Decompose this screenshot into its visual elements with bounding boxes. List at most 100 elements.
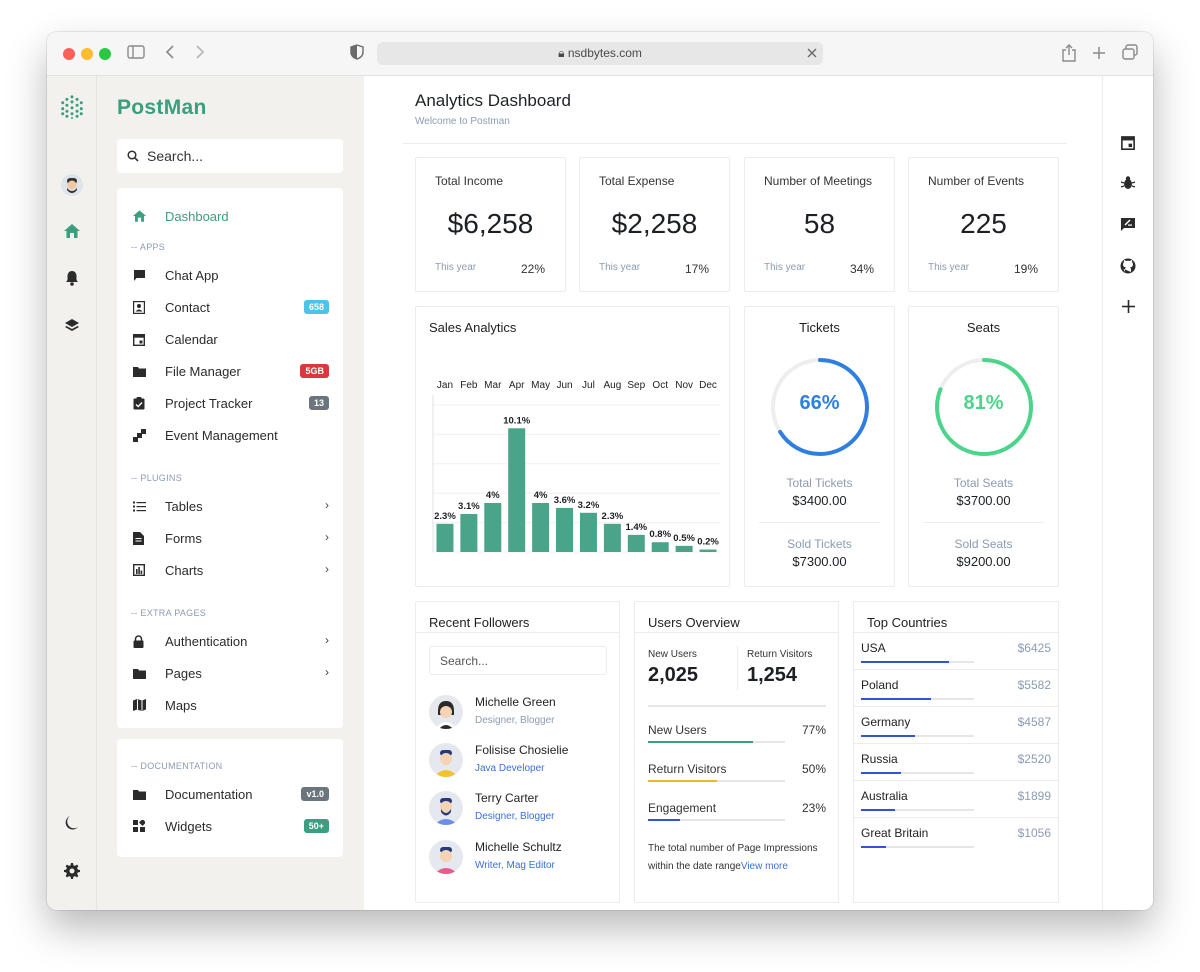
stat-card-total-expense[interactable]: Total Expense $2,258 This year 17% <box>579 157 730 292</box>
bug-icon[interactable] <box>1119 174 1137 192</box>
progress-label: Engagement <box>648 801 717 815</box>
top-countries-card: Top Countries USA $6425 Poland $5582 Germany… <box>853 601 1059 903</box>
sidebar-item-dashboard[interactable]: Dashboard <box>117 203 343 231</box>
seats-card: Seats 81% Total Seats $3700.00 Sold Seat… <box>908 306 1059 587</box>
country-row[interactable]: Great Britain $1056 <box>854 817 1058 854</box>
logo-icon[interactable] <box>61 95 83 120</box>
address-bar[interactable]: 🔒︎ nsdbytes.com <box>377 42 823 65</box>
storage-badge: 5GB <box>300 364 329 378</box>
divider <box>416 632 619 633</box>
github-icon[interactable] <box>1119 257 1137 275</box>
clear-url-icon[interactable] <box>807 43 817 64</box>
share-icon[interactable] <box>1062 44 1076 68</box>
sidebar-item-label: Pages <box>165 666 202 681</box>
seats-gauge <box>935 358 1033 456</box>
calendar-icon[interactable] <box>1119 133 1137 151</box>
stat-title: Number of Events <box>928 174 1025 188</box>
home-icon <box>133 210 147 224</box>
sidebar-item-project-tracker[interactable]: Project Tracker 13 <box>117 390 343 418</box>
progress-fill <box>648 780 717 782</box>
list-item[interactable]: Michelle Green Designer, Blogger <box>429 695 609 735</box>
minimize-window-button[interactable] <box>81 48 93 60</box>
sidebar: PostMan Search... Dashboard -- APPS Chat… <box>97 76 364 910</box>
feedback-icon[interactable] <box>1119 215 1137 233</box>
page-impressions-note: The total number of Page Impressions wit… <box>648 840 828 876</box>
shield-icon[interactable] <box>350 44 364 66</box>
country-row[interactable]: Australia $1899 <box>854 780 1058 817</box>
progress-track <box>648 819 785 821</box>
follower-role: Designer, Blogger <box>475 715 555 726</box>
sidebar-item-authentication[interactable]: Authentication › <box>117 628 343 656</box>
add-icon[interactable] <box>1119 297 1137 315</box>
divider <box>759 522 880 523</box>
sidebar-item-tables[interactable]: Tables › <box>117 493 343 521</box>
x-tick-label: Nov <box>675 380 693 391</box>
stat-card-total-income[interactable]: Total Income $6,258 This year 22% <box>415 157 566 292</box>
new-tab-icon[interactable] <box>1092 44 1106 66</box>
dark-mode-icon[interactable] <box>61 812 83 834</box>
country-share-fill <box>861 735 916 737</box>
country-row[interactable]: Russia $2520 <box>854 743 1058 780</box>
gear-icon[interactable] <box>61 860 83 882</box>
close-window-button[interactable] <box>63 48 75 60</box>
x-tick-label: Apr <box>509 380 525 391</box>
stat-period: This year <box>764 262 806 273</box>
sidebar-item-forms[interactable]: Forms › <box>117 525 343 553</box>
chart-bar <box>651 542 669 552</box>
version-badge: v1.0 <box>301 787 329 801</box>
home-icon[interactable] <box>61 220 83 242</box>
sidebar-item-event-management[interactable]: Event Management <box>117 422 343 450</box>
brand-name[interactable]: PostMan <box>117 96 207 119</box>
view-more-link[interactable]: View more <box>740 861 788 872</box>
sold-seats-label: Sold Seats <box>954 537 1013 551</box>
list-item[interactable]: Michelle Schultz Writer, Mag Editor <box>429 840 609 880</box>
contact-icon <box>132 300 147 315</box>
sidebar-item-maps[interactable]: Maps <box>117 692 343 720</box>
country-value: $2520 <box>1017 752 1051 766</box>
sidebar-toggle-icon[interactable] <box>127 44 145 66</box>
sidebar-item-file-manager[interactable]: File Manager 5GB <box>117 358 343 386</box>
progress-label: Return Visitors <box>648 762 727 776</box>
sidebar-item-label: Authentication <box>165 634 248 649</box>
search-input[interactable]: Search... <box>117 139 343 173</box>
back-icon[interactable] <box>165 44 175 66</box>
return-visitors-value: 1,254 <box>747 664 798 686</box>
data-label: 4% <box>486 490 500 501</box>
stat-card-events[interactable]: Number of Events 225 This year 19% <box>908 157 1059 292</box>
country-share-fill <box>861 661 950 663</box>
sidebar-item-calendar[interactable]: Calendar <box>117 326 343 354</box>
sidebar-item-label: Chat App <box>165 268 219 283</box>
country-name: Germany <box>861 715 911 729</box>
followers-search-input[interactable]: Search... <box>429 646 607 675</box>
sidebar-item-chat-app[interactable]: Chat App <box>117 262 343 290</box>
country-value: $4587 <box>1017 715 1051 729</box>
chat-icon <box>133 269 147 283</box>
chart-bar <box>603 523 621 552</box>
avatar[interactable] <box>61 174 83 196</box>
list-item[interactable]: Terry Carter Designer, Blogger <box>429 791 609 831</box>
maximize-window-button[interactable] <box>99 48 111 60</box>
bell-icon[interactable] <box>61 267 83 289</box>
stat-card-meetings[interactable]: Number of Meetings 58 This year 34% <box>744 157 895 292</box>
sidebar-item-label: Forms <box>165 531 202 546</box>
layers-icon[interactable] <box>61 315 83 337</box>
section-label-plugins: -- PLUGINS <box>131 473 183 483</box>
chart-bar <box>675 545 693 552</box>
sidebar-item-widgets[interactable]: Widgets 50+ <box>117 813 343 841</box>
country-share-track <box>861 661 974 663</box>
list-item[interactable]: Folisise Chosielie Java Developer <box>429 743 609 783</box>
country-share-fill <box>861 772 901 774</box>
sidebar-item-pages[interactable]: Pages › <box>117 660 343 688</box>
new-users-progress: New Users 77% <box>648 723 826 747</box>
sidebar-item-documentation[interactable]: Documentation v1.0 <box>117 781 343 809</box>
country-row[interactable]: USA $6425 <box>854 632 1058 669</box>
country-row[interactable]: Poland $5582 <box>854 669 1058 706</box>
sidebar-item-charts[interactable]: Charts › <box>117 557 343 585</box>
tabs-overview-icon[interactable] <box>1122 44 1138 66</box>
forward-icon[interactable] <box>195 44 205 66</box>
url-text: nsdbytes.com <box>567 46 642 60</box>
sidebar-item-contact[interactable]: Contact 658 <box>117 294 343 322</box>
country-row[interactable]: Germany $4587 <box>854 706 1058 743</box>
sold-tickets-value: $7300.00 <box>792 554 847 569</box>
follower-name: Michelle Schultz <box>475 840 562 854</box>
